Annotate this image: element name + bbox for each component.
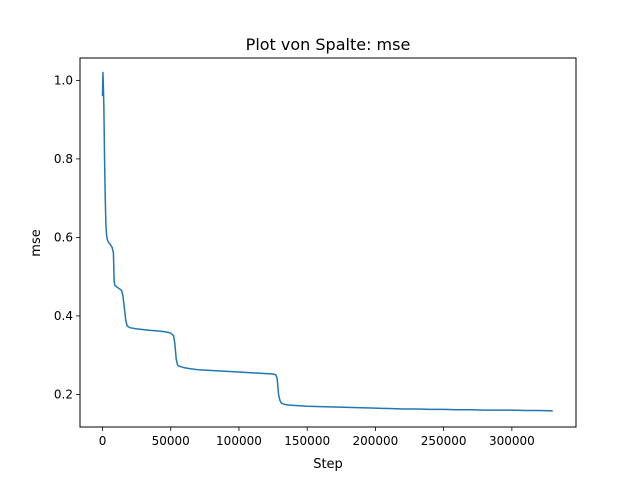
x-tick-label: 50000: [152, 434, 190, 448]
x-tick-label: 0: [99, 434, 107, 448]
y-tick-label: 0.2: [54, 387, 73, 401]
x-tick-label: 200000: [353, 434, 399, 448]
x-tick-label: 250000: [421, 434, 467, 448]
y-axis: 0.2 0.4 0.6 0.8 1.0: [54, 73, 80, 401]
plot-area: [79, 57, 577, 428]
y-tick-label: 0.6: [54, 230, 73, 244]
y-tick-label: 0.8: [54, 152, 73, 166]
x-axis-label: Step: [313, 457, 343, 472]
x-axis: 0 50000 100000 150000 200000 250000 300000: [99, 427, 535, 448]
x-tick-label: 150000: [284, 434, 330, 448]
plot-frame: [79, 57, 577, 428]
x-tick-label: 100000: [216, 434, 262, 448]
chart-title: Plot von Spalte: mse: [246, 35, 411, 54]
y-axis-label: mse: [29, 229, 44, 256]
series-line-mse: [101, 71, 553, 412]
y-tick-label: 0.4: [54, 309, 73, 323]
x-tick-label: 300000: [489, 434, 535, 448]
y-tick-label: 1.0: [54, 73, 73, 87]
